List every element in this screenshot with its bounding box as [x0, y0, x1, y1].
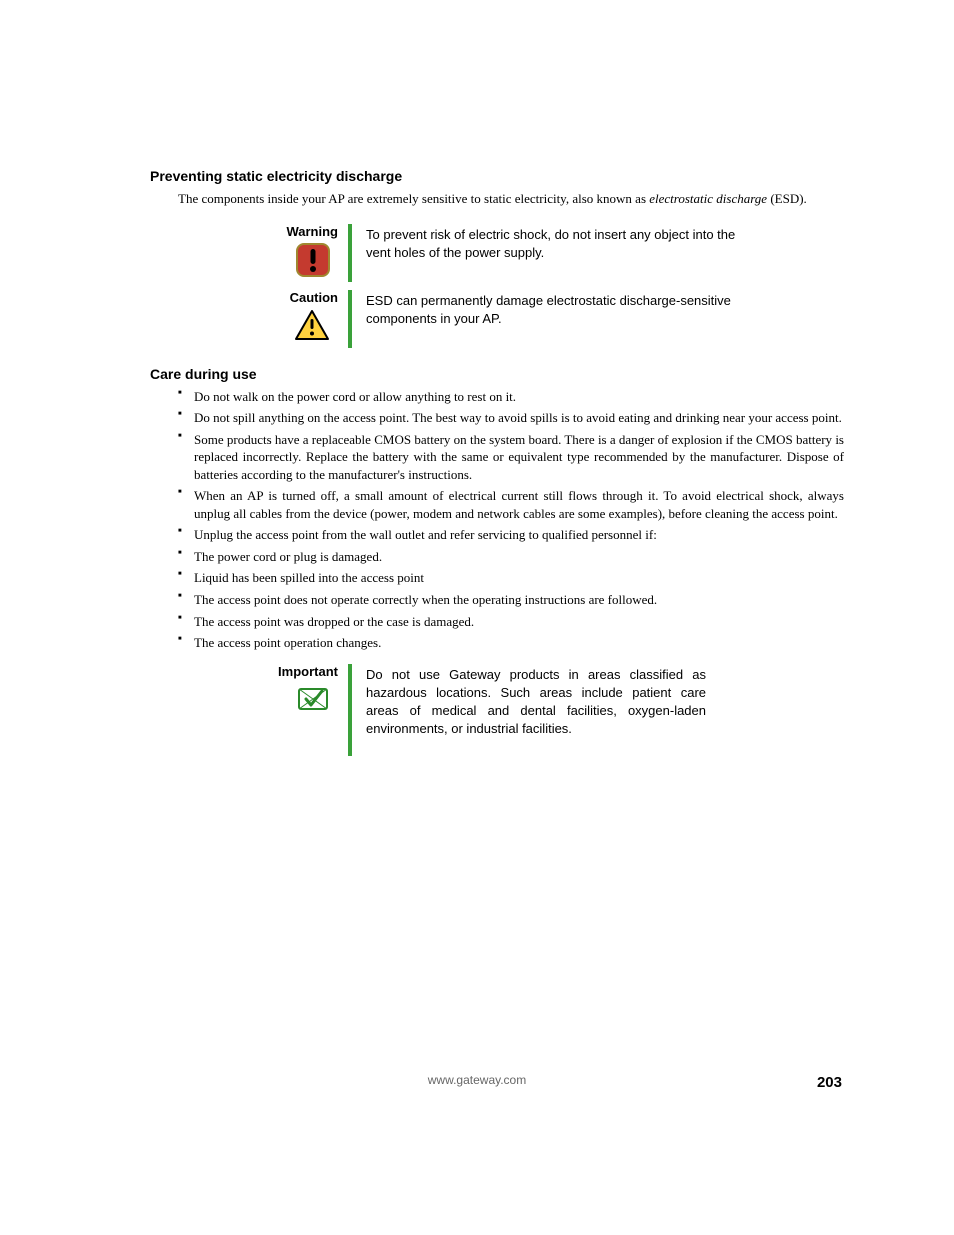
- list-item: The access point operation changes.: [186, 634, 844, 652]
- caution-icon: [294, 309, 330, 341]
- warning-icon: [296, 243, 330, 277]
- warning-label: Warning: [210, 224, 338, 239]
- list-item: The power cord or plug is damaged.: [186, 548, 844, 566]
- callout-warning: Warning To prevent risk of electric shoc…: [210, 224, 844, 282]
- list-item: Liquid has been spilled into the access …: [186, 569, 844, 587]
- list-item: The access point was dropped or the case…: [186, 613, 844, 631]
- footer-url: www.gateway.com: [0, 1073, 954, 1087]
- intro-text-b: (ESD).: [767, 191, 807, 206]
- caution-label: Caution: [210, 290, 338, 305]
- accent-bar: [348, 224, 352, 282]
- care-bullet-list: Do not walk on the power cord or allow a…: [186, 388, 844, 652]
- accent-bar: [348, 290, 352, 348]
- list-item: Unplug the access point from the wall ou…: [186, 526, 844, 544]
- warning-text: To prevent risk of electric shock, do no…: [366, 224, 736, 280]
- list-item: Do not walk on the power cord or allow a…: [186, 388, 844, 406]
- callout-caution: Caution ESD can permanently damage elect…: [210, 290, 844, 348]
- accent-bar: [348, 664, 352, 757]
- intro-text-a: The components inside your AP are extrem…: [178, 191, 649, 206]
- heading-static-discharge: Preventing static electricity discharge: [150, 168, 844, 184]
- important-icon: [296, 683, 330, 713]
- list-item: The access point does not operate correc…: [186, 591, 844, 609]
- important-label: Important: [210, 664, 338, 679]
- intro-paragraph: The components inside your AP are extrem…: [178, 190, 844, 208]
- list-item: When an AP is turned off, a small amount…: [186, 487, 844, 522]
- callout-important: Important Do not use Gateway products in…: [210, 664, 844, 757]
- list-item: Some products have a replaceable CMOS ba…: [186, 431, 844, 484]
- caution-text: ESD can permanently damage electrostatic…: [366, 290, 736, 346]
- intro-em: electrostatic discharge: [649, 191, 767, 206]
- heading-care-during-use: Care during use: [150, 366, 844, 382]
- list-item: Do not spill anything on the access poin…: [186, 409, 844, 427]
- page-number: 203: [817, 1074, 842, 1091]
- important-text: Do not use Gateway products in areas cla…: [366, 664, 706, 757]
